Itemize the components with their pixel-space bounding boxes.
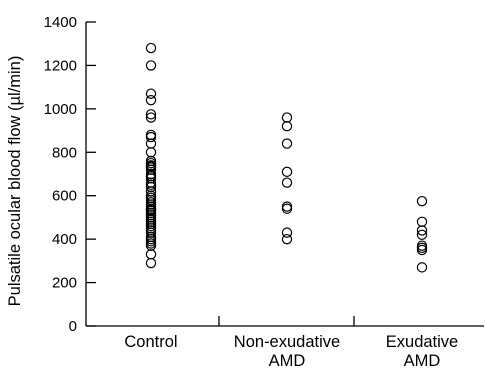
data-point — [281, 233, 293, 245]
data-point — [281, 227, 293, 238]
data-point — [145, 109, 157, 120]
series-group — [281, 112, 293, 245]
data-point — [145, 131, 157, 143]
data-point — [281, 121, 293, 132]
series-group — [416, 195, 428, 273]
axes — [85, 22, 484, 327]
x-category-label-line: Control — [124, 333, 177, 351]
y-tick-label: 600 — [52, 188, 77, 205]
data-point — [145, 112, 157, 123]
data-point — [145, 60, 157, 71]
y-tick-label: 1000 — [44, 101, 77, 118]
y-tick-label: 0 — [69, 318, 77, 335]
y-ticks: 0 200 400 600 800 1000 1200 1400 — [44, 14, 96, 335]
data-point — [416, 242, 428, 254]
y-tick-label: 800 — [52, 144, 77, 161]
data-point — [281, 112, 293, 123]
x-category-label: Control — [124, 333, 177, 351]
data-point — [416, 262, 428, 273]
data-point — [416, 195, 428, 207]
data-point — [416, 216, 428, 227]
data-point — [145, 257, 157, 269]
x-category-label-line: Exudative — [386, 333, 458, 351]
data-point — [145, 88, 157, 99]
data-point — [416, 229, 428, 240]
y-tick-label: 200 — [52, 275, 77, 292]
y-tick-label: 1400 — [44, 14, 77, 31]
data-point — [145, 94, 157, 106]
y-tick-label: 400 — [52, 231, 77, 248]
series-group — [145, 42, 157, 269]
data-point — [145, 147, 157, 158]
data-point — [281, 166, 293, 178]
data-point — [145, 42, 157, 54]
data-point — [145, 129, 157, 141]
x-category-label: Non-exudative AMD — [234, 333, 340, 370]
data-points — [145, 42, 428, 273]
data-point — [281, 138, 293, 149]
data-point — [281, 201, 293, 212]
y-axis-label: Pulsatile ocular blood flow (µl/min) — [6, 56, 24, 307]
data-point — [416, 244, 428, 256]
data-point — [281, 203, 293, 214]
data-point — [145, 249, 157, 260]
x-category-label-line: AMD — [269, 352, 306, 370]
x-category-label: Exudative AMD — [386, 333, 458, 370]
data-point — [145, 138, 157, 149]
x-category-label-line: AMD — [404, 352, 441, 370]
data-point — [281, 177, 293, 188]
y-tick-label: 1200 — [44, 57, 77, 74]
data-point — [416, 225, 428, 236]
x-category-label-line: Non-exudative — [234, 333, 340, 351]
